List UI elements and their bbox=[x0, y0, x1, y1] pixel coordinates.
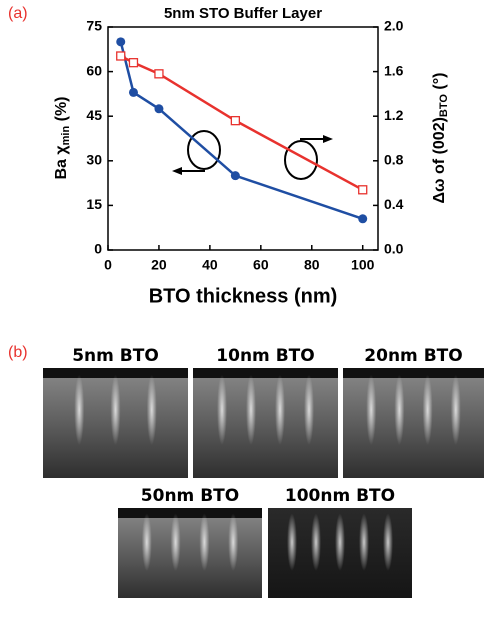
diffraction-streak bbox=[74, 374, 85, 445]
y2-tick-label: 0.8 bbox=[384, 152, 404, 168]
annotations bbox=[172, 130, 333, 180]
y2-label-main: Δω of (002) bbox=[431, 117, 448, 203]
image-bg bbox=[343, 368, 484, 478]
series-line bbox=[119, 41, 364, 220]
y2-tick-label: 1.2 bbox=[384, 107, 404, 123]
diffraction-streak bbox=[359, 513, 369, 571]
diffraction-streak bbox=[304, 374, 314, 445]
marker bbox=[154, 104, 164, 114]
marker bbox=[230, 171, 240, 181]
image-title: 5nm BTO bbox=[72, 346, 159, 366]
marker bbox=[116, 37, 126, 47]
diffraction-streak bbox=[394, 374, 405, 445]
y-tick-label: 60 bbox=[86, 62, 102, 78]
diffraction-streak bbox=[141, 513, 152, 571]
image-title: 20nm BTO bbox=[364, 346, 462, 366]
image-title: 50nm BTO bbox=[141, 486, 239, 506]
diffraction-streak bbox=[110, 374, 121, 445]
panel-label: (b) bbox=[8, 344, 28, 361]
y2-label-unit: (°) bbox=[431, 73, 448, 95]
image-bg bbox=[193, 368, 338, 478]
marker bbox=[128, 87, 138, 97]
x-tick-label: 60 bbox=[253, 257, 269, 273]
image-shadow bbox=[343, 368, 484, 378]
image-shadow bbox=[193, 368, 338, 378]
x-tick-label: 100 bbox=[351, 257, 375, 273]
rheed-image bbox=[193, 368, 338, 478]
diffraction-streak bbox=[287, 513, 297, 571]
diffraction-streak bbox=[199, 513, 210, 571]
diffraction-streak bbox=[228, 513, 239, 571]
y-axis-label: Ba χmin (%) bbox=[53, 97, 72, 180]
image-bg bbox=[118, 508, 262, 598]
diffraction-streak bbox=[366, 374, 377, 445]
x-axis-label: BTO thickness (nm) bbox=[149, 285, 338, 307]
y-label-unit: (%) bbox=[53, 97, 70, 126]
y-label-sub: min bbox=[60, 126, 72, 146]
y-tick-label: 75 bbox=[86, 18, 102, 34]
marker bbox=[358, 214, 368, 224]
panel-label: (a) bbox=[8, 5, 28, 22]
y2-label-sub: BTO bbox=[438, 94, 450, 117]
y-tick-label: 45 bbox=[86, 107, 102, 123]
y2-tick-label: 0.0 bbox=[384, 241, 404, 257]
y-label-main: Ba χ bbox=[53, 145, 70, 180]
marker bbox=[230, 116, 241, 126]
x-tick-label: 0 bbox=[104, 257, 112, 273]
rheed-image bbox=[43, 368, 188, 478]
x-tick-label: 80 bbox=[304, 257, 320, 273]
diffraction-streak bbox=[246, 374, 256, 445]
diffraction-streak bbox=[383, 513, 393, 571]
diffraction-streak bbox=[275, 374, 285, 445]
x-tick-label: 20 bbox=[151, 257, 167, 273]
y2-tick-label: 2.0 bbox=[384, 18, 404, 34]
image-title: 100nm BTO bbox=[285, 486, 395, 506]
y2-tick-label: 1.6 bbox=[384, 62, 404, 78]
image-shadow bbox=[118, 508, 262, 518]
marker bbox=[116, 51, 126, 61]
marker bbox=[128, 58, 139, 68]
rheed-image bbox=[118, 508, 262, 598]
rheed-panel: 5nm BTO 10nm BTO 20nm BTO 50nm BTO 100nm BTO bbox=[43, 346, 484, 598]
image-title: 10nm BTO bbox=[216, 346, 314, 366]
y2-axis-label: Δω of (002)BTO (°) bbox=[431, 73, 450, 204]
diffraction-streak bbox=[422, 374, 433, 445]
y-tick-label: 15 bbox=[86, 196, 102, 212]
diffraction-streak bbox=[311, 513, 321, 571]
diffraction-streak bbox=[170, 513, 181, 571]
diffraction-streak bbox=[450, 374, 461, 445]
y2-tick-label: 0.4 bbox=[384, 196, 404, 212]
plot-frame bbox=[107, 26, 379, 251]
diffraction-streak bbox=[217, 374, 227, 445]
marker bbox=[358, 185, 368, 195]
rheed-image bbox=[268, 508, 412, 598]
chart-title: 5nm STO Buffer Layer bbox=[164, 5, 322, 22]
y-tick-label: 30 bbox=[86, 152, 102, 168]
y-tick-label: 0 bbox=[94, 241, 102, 257]
image-shadow bbox=[43, 368, 188, 378]
x-tick-label: 40 bbox=[202, 257, 218, 273]
marker bbox=[154, 69, 164, 79]
diffraction-streak bbox=[335, 513, 345, 571]
rheed-image bbox=[343, 368, 484, 478]
diffraction-streak bbox=[146, 374, 157, 445]
